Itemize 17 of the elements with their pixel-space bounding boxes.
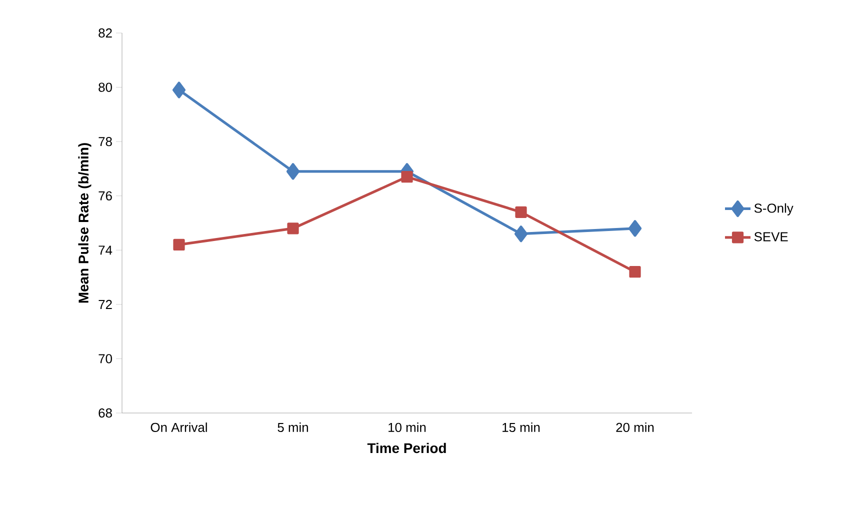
x-tick-label: 10 min bbox=[388, 422, 426, 432]
y-axis-title: Mean Pulse Rate (b/min) bbox=[78, 143, 92, 303]
y-tick-label: 76 bbox=[98, 191, 112, 200]
y-tick-label: 72 bbox=[98, 300, 112, 309]
legend-label: SEVE bbox=[754, 232, 788, 242]
y-tick-label: 78 bbox=[98, 136, 112, 146]
y-tick-label: 74 bbox=[98, 246, 112, 255]
y-tick-label: 68 bbox=[98, 408, 112, 418]
x-tick-label: 15 min bbox=[502, 422, 540, 432]
x-axis-title: Time Period bbox=[367, 442, 446, 454]
x-tick-label: 20 min bbox=[616, 422, 654, 432]
x-tick-label: On Arrival bbox=[150, 422, 207, 432]
legend-label: S-Only bbox=[754, 203, 794, 216]
y-tick-label: 80 bbox=[98, 82, 112, 92]
y-tick-label: 70 bbox=[98, 354, 112, 364]
y-tick-label: 82 bbox=[98, 28, 112, 38]
x-tick-label: 5 min bbox=[278, 422, 308, 432]
